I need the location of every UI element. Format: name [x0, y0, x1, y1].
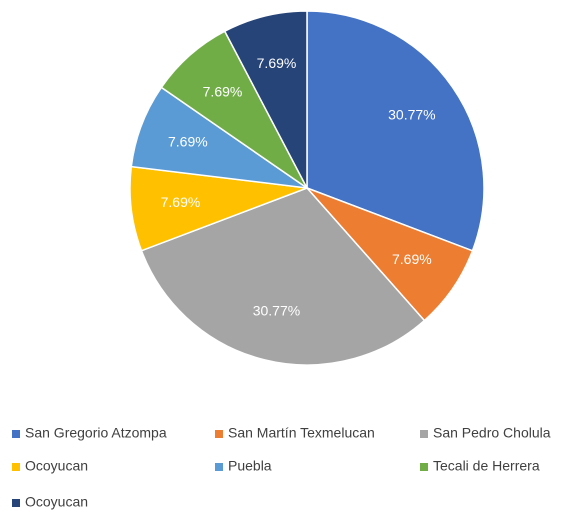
- legend-label: San Martín Texmelucan: [228, 425, 375, 441]
- data-label: 30.77%: [388, 106, 435, 122]
- pie-slice: [306, 10, 485, 252]
- data-label: 7.69%: [161, 194, 201, 210]
- legend-swatch: [12, 463, 20, 471]
- legend-swatch: [420, 463, 428, 471]
- data-label: 7.69%: [392, 251, 432, 267]
- pie-slice: [140, 187, 426, 366]
- data-label: 7.69%: [168, 133, 208, 149]
- legend-swatch: [215, 463, 223, 471]
- legend-label: San Pedro Cholula: [433, 425, 551, 441]
- legend-swatch: [420, 430, 428, 438]
- data-label: 7.69%: [203, 83, 243, 99]
- legend-label: Tecali de Herrera: [433, 458, 540, 474]
- legend-swatch: [12, 499, 20, 507]
- pie-slice: [223, 10, 308, 189]
- legend-label: Puebla: [228, 458, 272, 474]
- data-label: 7.69%: [257, 55, 297, 71]
- legend-swatch: [12, 430, 20, 438]
- legend-label: San Gregorio Atzompa: [25, 425, 167, 441]
- legend-label: Ocoyucan: [25, 494, 88, 510]
- data-label: 30.77%: [253, 302, 300, 318]
- legend-label: Ocoyucan: [25, 458, 88, 474]
- legend-swatch: [215, 430, 223, 438]
